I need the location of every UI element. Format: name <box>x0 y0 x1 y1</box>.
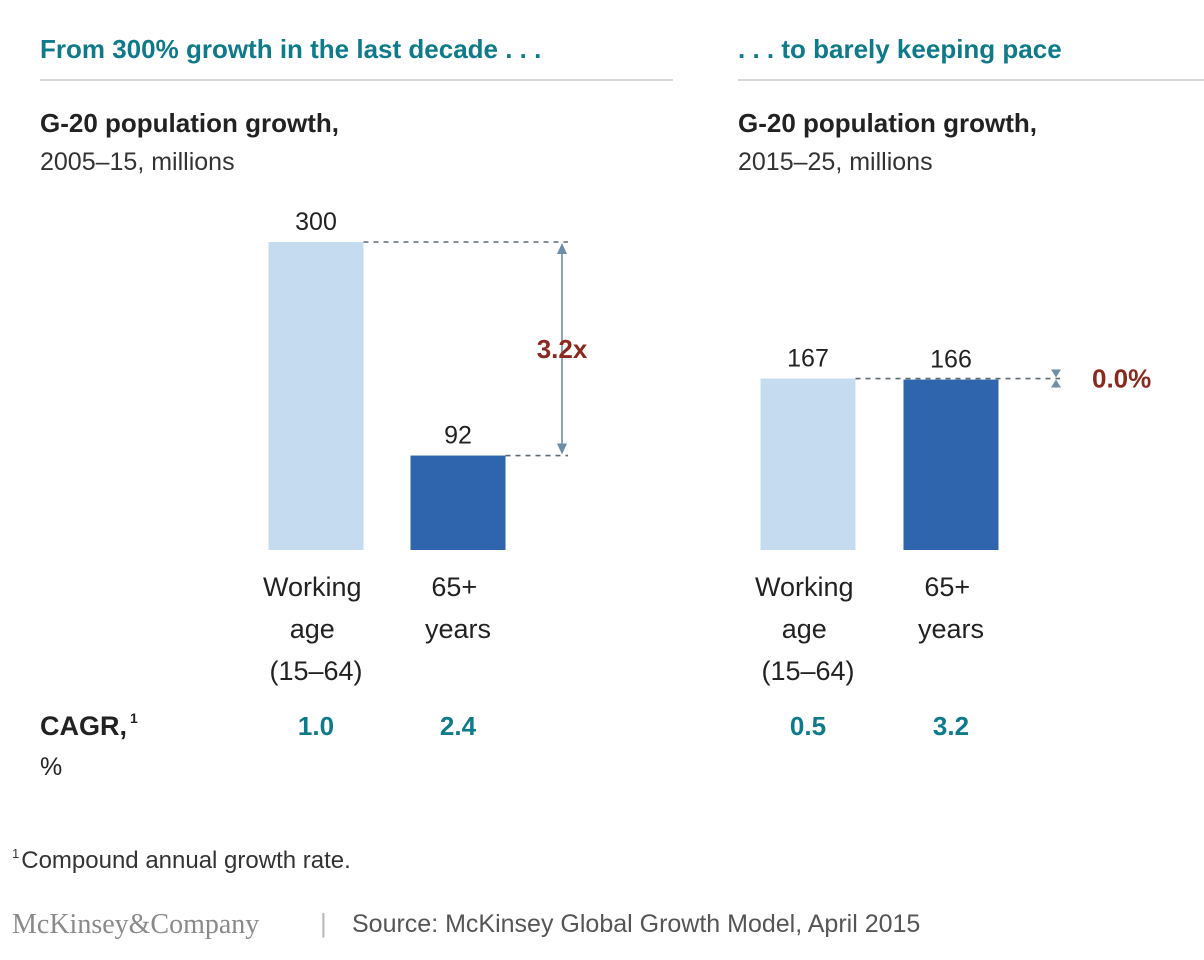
category-label-2005-15-working-age: Working age (15–64) <box>263 572 369 686</box>
cagr-label: CAGR, 1 <box>40 710 138 741</box>
cagr-2005-15-working-age: 1.0 <box>298 711 334 741</box>
category-line: years <box>918 614 984 644</box>
value-label-2015-25-working-age: 167 <box>787 345 829 373</box>
change-label: 0.0% <box>1092 364 1151 394</box>
footer-separator: | <box>320 908 327 938</box>
category-line: 65+ <box>924 572 970 602</box>
bar-2005-15-working-age <box>268 242 364 550</box>
panel-1-subtitle: 2005–15, millions <box>40 148 235 176</box>
arrow-head-up-icon <box>1051 379 1061 388</box>
arrow-head-down-icon <box>557 443 567 455</box>
cagr-label-text: CAGR, <box>40 711 127 741</box>
footnote-text: Compound annual growth rate. <box>21 847 351 874</box>
category-line: 65+ <box>431 572 477 602</box>
panel-2-title: G-20 population growth, <box>738 108 1037 138</box>
arrow-head-up-icon <box>557 243 567 254</box>
bar-2015-25-working-age <box>760 378 856 550</box>
panel-1-headline: From 300% growth in the last decade . . … <box>40 34 541 64</box>
category-line: Working <box>263 572 362 602</box>
cagr-footnote-marker: 1 <box>130 710 138 726</box>
panel-2-headline: . . . to barely keeping pace <box>738 34 1062 64</box>
source-note: Source: McKinsey Global Growth Model, Ap… <box>352 910 920 938</box>
category-line: (15–64) <box>761 656 854 686</box>
category-label-2015-25-working-age: Working age (15–64) <box>755 572 861 686</box>
category-line: years <box>425 614 491 644</box>
category-label-2015-25-65-plus: 65+ years <box>918 572 984 644</box>
panel-1-title: G-20 population growth, <box>40 108 339 138</box>
category-line: (15–64) <box>269 656 362 686</box>
cagr-unit: % <box>40 753 62 781</box>
arrow-head-down-icon <box>1051 369 1061 378</box>
cagr-2005-15-65-plus: 2.4 <box>440 711 477 741</box>
category-line: age <box>290 614 335 644</box>
cagr-2015-25-working-age: 0.5 <box>790 711 826 741</box>
category-line: Working <box>755 572 854 602</box>
footnote: 1Compound annual growth rate. <box>12 846 351 874</box>
bar-2005-15-65-plus <box>410 455 506 550</box>
cagr-2015-25-65-plus: 3.2 <box>933 711 969 741</box>
footnote-marker: 1 <box>12 846 19 861</box>
ratio-label: 3.2x <box>537 334 588 364</box>
bar-2015-25-65-plus <box>903 379 999 550</box>
value-label-2005-15-65-plus: 92 <box>444 422 472 450</box>
category-label-2005-15-65-plus: 65+ years <box>425 572 491 644</box>
value-label-2015-25-65-plus: 166 <box>930 346 972 374</box>
panel-2-subtitle: 2015–25, millions <box>738 148 933 176</box>
brand-logo: McKinsey&Company <box>12 909 259 940</box>
category-line: age <box>782 614 827 644</box>
value-label-2005-15-working-age: 300 <box>295 208 337 236</box>
